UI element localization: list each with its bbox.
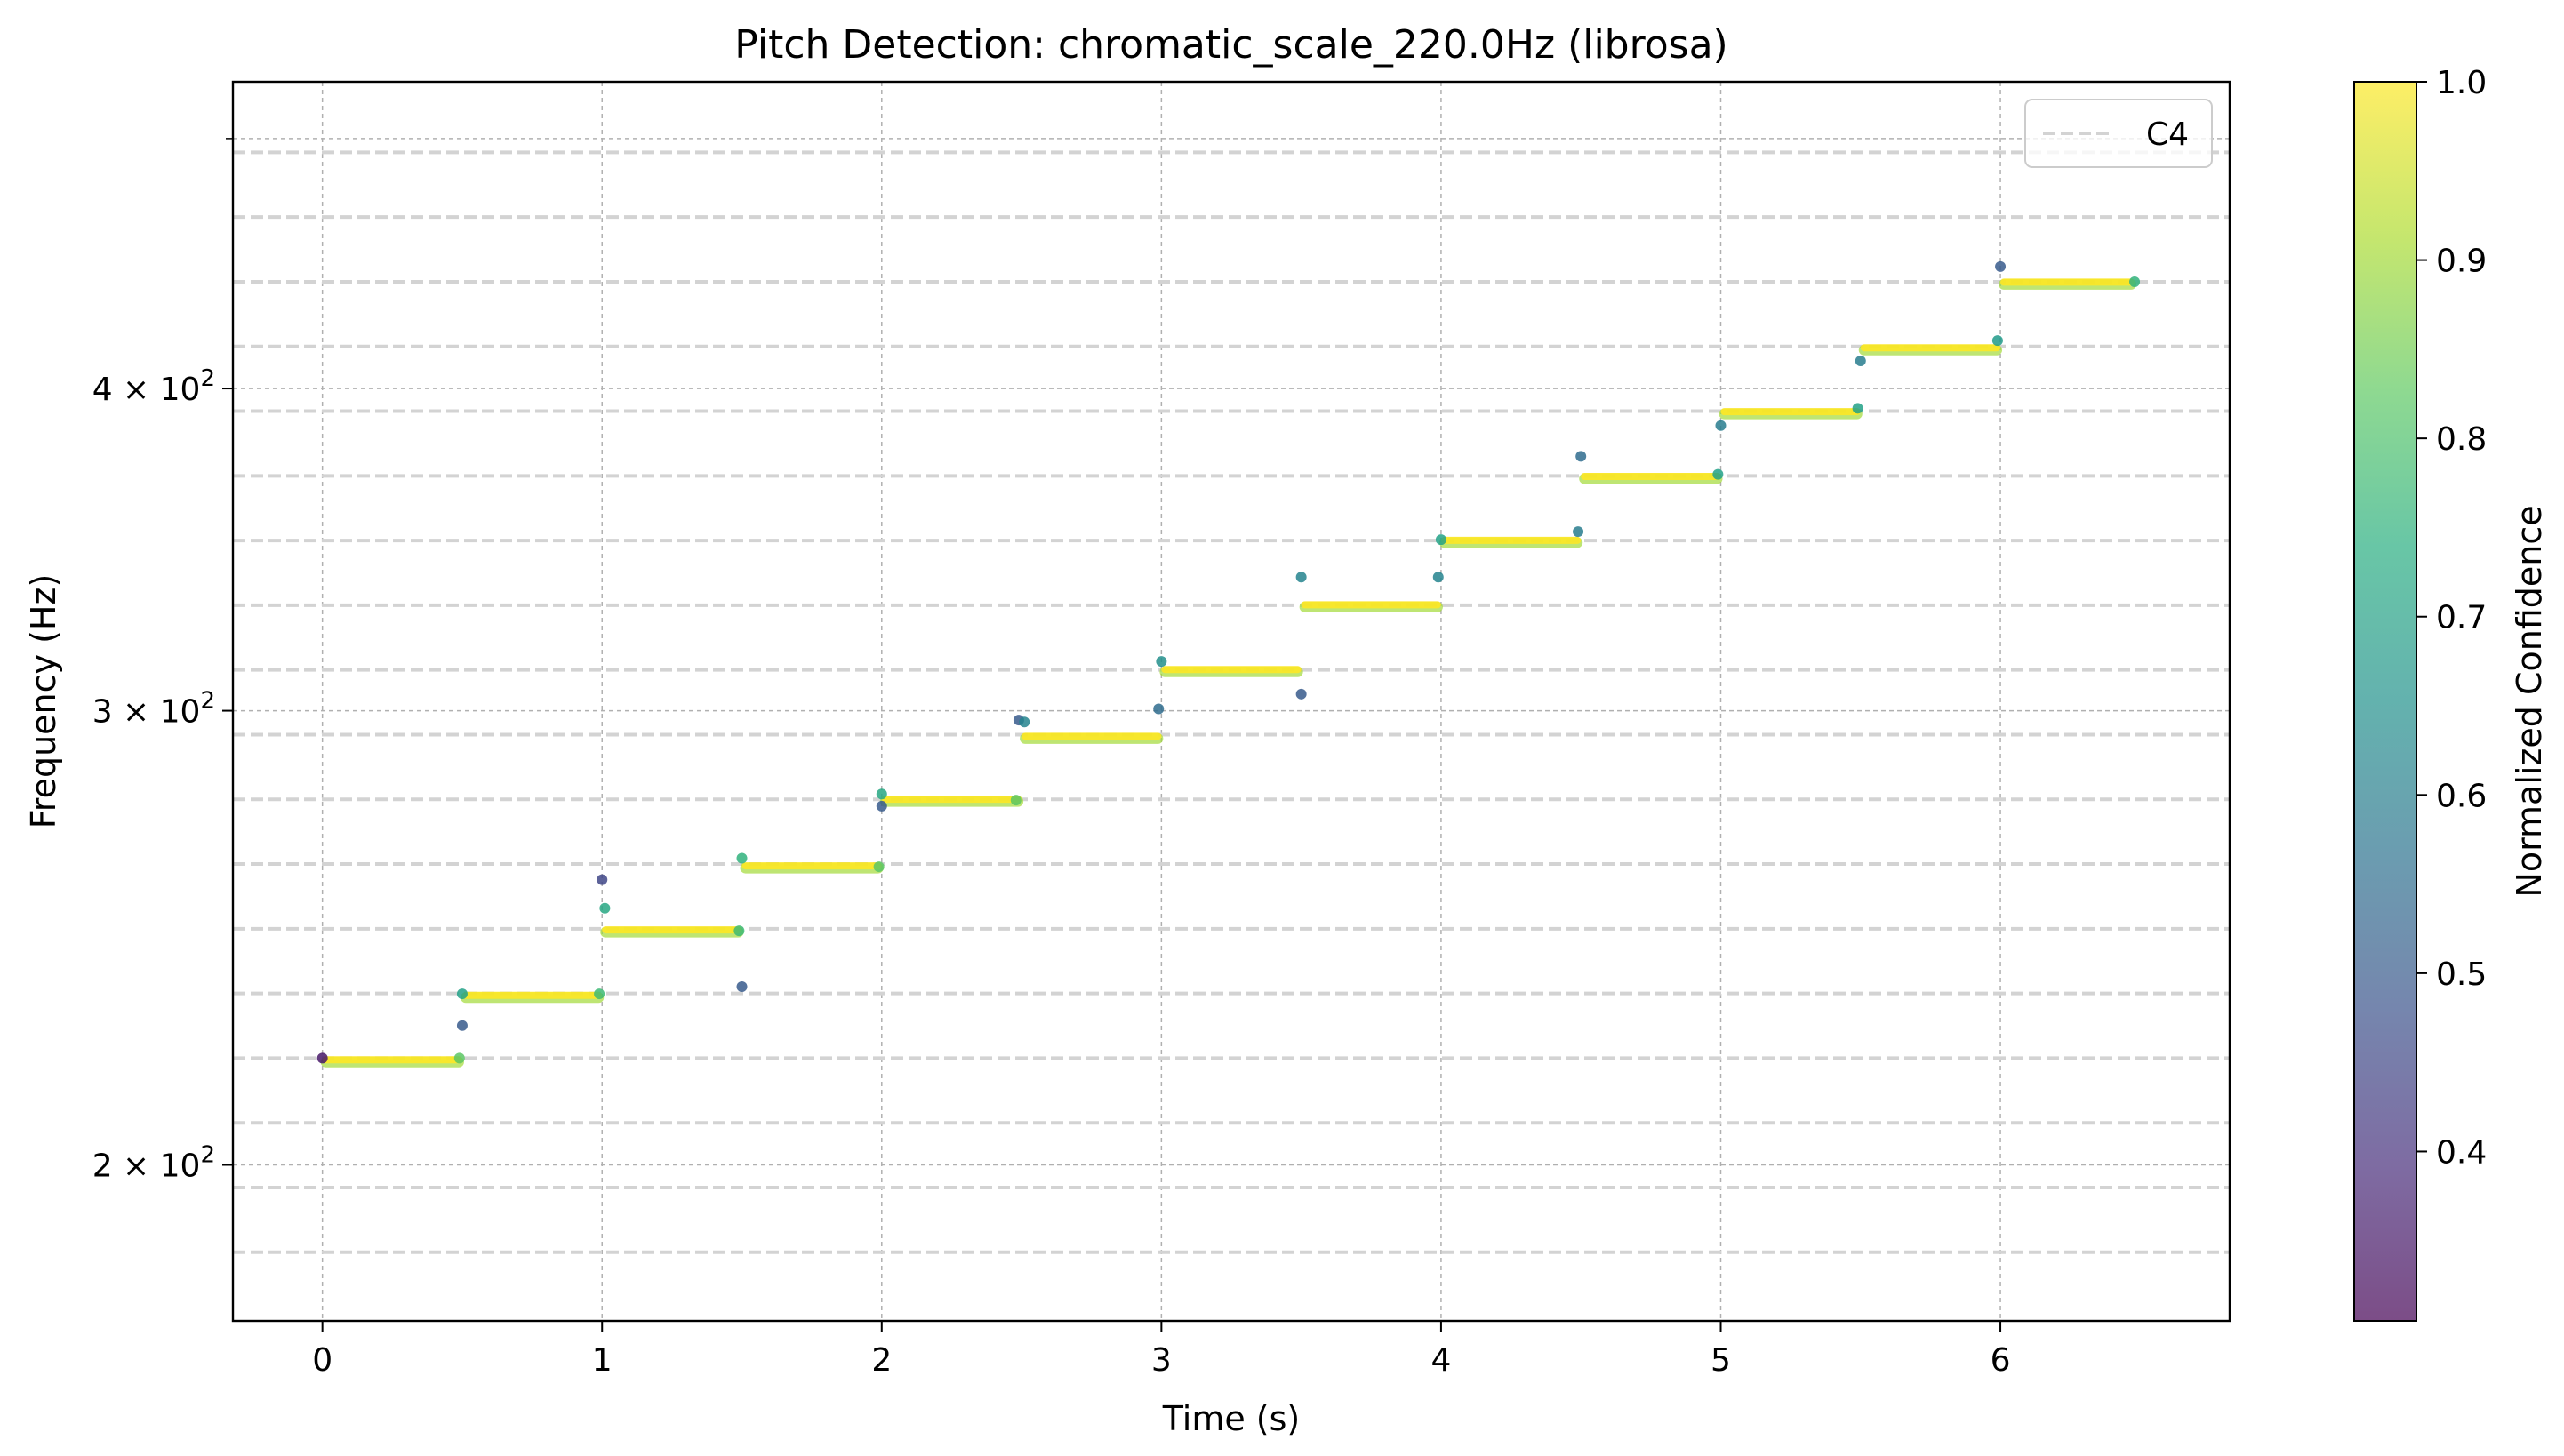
x-tick-label: 6 [1991,1342,2011,1379]
plot-background [233,82,2230,1321]
colorbar: 0.4 0.5 0.6 0.7 0.8 0.9 1.0 Normalized Confide… [2353,65,2549,1322]
scatter-point [1575,451,1587,462]
scatter-point [733,925,745,937]
scatter-point [1712,468,1724,480]
scatter-point [876,800,887,812]
scatter-point [1995,260,2007,272]
scatter-point [1295,572,1307,583]
colorbar-tick-label: 0.6 [2436,778,2487,814]
colorbar-ticks: 0.4 0.5 0.6 0.7 0.8 0.9 1.0 [2416,65,2487,1171]
scatter-point [1435,534,1446,546]
legend-box [2024,99,2213,168]
scatter-point [1295,688,1307,700]
scatter-point [1855,355,1866,366]
scatter-point [736,980,748,992]
grid-lines [233,82,2230,1321]
scatter-point [1010,795,1022,806]
legend: C4 [2024,99,2213,168]
x-axis-ticks: 0 1 2 3 4 5 6 [312,1321,2011,1379]
scatter-point [599,902,611,914]
scatter-point [1156,656,1167,668]
colorbar-tick-label: 0.8 [2436,421,2487,458]
scatter-point [594,988,605,1000]
scatter-point [1019,716,1030,728]
colorbar-gradient [2354,82,2416,1321]
data-points [316,260,2141,1068]
x-tick-label: 2 [871,1342,892,1379]
y-tick-label: 2 × 102 [92,1142,215,1185]
scatter-point [1153,703,1165,715]
x-tick-label: 5 [1711,1342,1731,1379]
scatter-point [597,874,608,885]
scatter-point [2129,276,2141,287]
plot-area: 0 1 2 3 4 5 6 2 × 102 3 × 102 4 × 102 C4 [92,80,2231,1379]
scatter-point [1573,526,1584,538]
colorbar-label: Normalized Confidence [2510,505,2549,897]
y-axis-ticks: 2 × 102 3 × 102 4 × 102 [92,138,233,1185]
scatter-point [1852,403,1863,414]
colorbar-tick-label: 0.7 [2436,600,2487,636]
scatter-point [736,852,748,864]
colorbar-frame [2353,81,2417,1322]
x-tick-label: 1 [592,1342,613,1379]
scatter-point [316,1052,328,1064]
y-axis-label: Frequency (Hz) [24,574,63,829]
colorbar-tick-label: 1.0 [2436,65,2487,101]
scatter-point [456,988,468,1000]
plot-frame [231,80,2231,1323]
scatter-point [456,1020,468,1031]
scatter-point [873,861,885,873]
y-tick-label: 3 × 102 [92,688,215,731]
x-axis-label: Time (s) [1162,1399,1301,1438]
scatter-point [1715,420,1727,431]
chart-title: Pitch Detection: chromatic_scale_220.0Hz… [734,22,1727,68]
colorbar-tick-label: 0.5 [2436,956,2487,993]
x-tick-label: 3 [1151,1342,1172,1379]
legend-label: C4 [2146,116,2189,153]
x-tick-label: 4 [1430,1342,1451,1379]
scatter-point [1991,335,2003,347]
colorbar-tick-label: 0.4 [2436,1134,2487,1171]
scatter-point [876,788,887,800]
scatter-point [1432,572,1444,583]
scatter-point [453,1052,465,1064]
y-tick-label: 4 × 102 [92,365,215,408]
x-tick-label: 0 [312,1342,333,1379]
colorbar-tick-label: 0.9 [2436,244,2487,280]
